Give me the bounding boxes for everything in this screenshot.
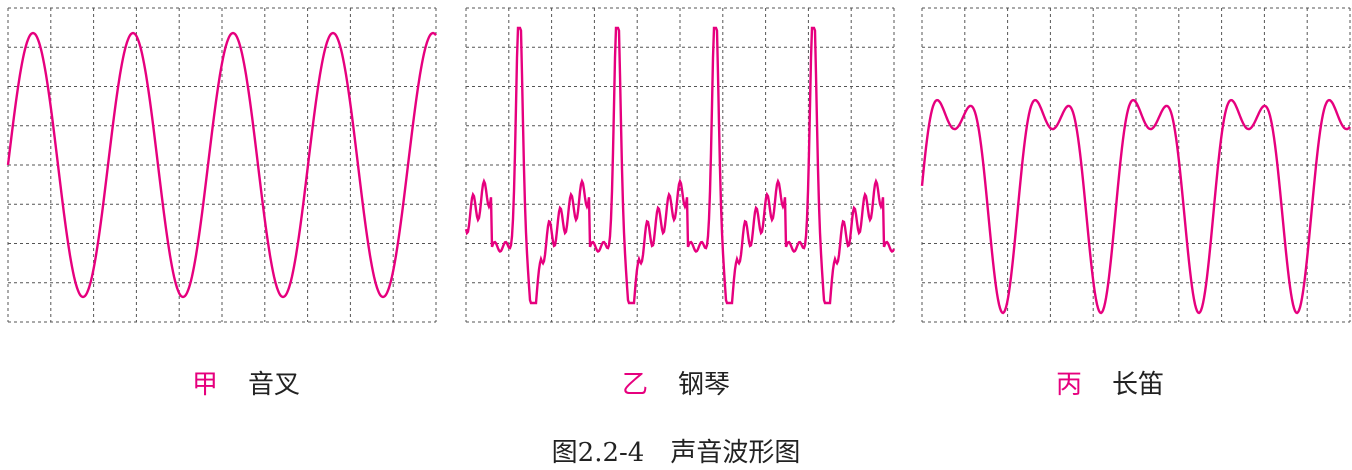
waveform-flute xyxy=(920,7,1351,323)
label-name: 音叉 xyxy=(248,369,301,400)
panel-piano xyxy=(464,7,896,323)
wave-curve xyxy=(920,98,1351,315)
label-letter: 乙 xyxy=(622,369,649,400)
waveform-tuning-fork xyxy=(6,7,437,323)
wave-curve xyxy=(464,26,896,305)
figure-caption: 图2.2-4 声音波形图 xyxy=(551,438,801,468)
grid xyxy=(465,7,895,323)
label-name: 长笛 xyxy=(1112,369,1165,400)
panel-flute xyxy=(920,7,1351,323)
label-letter: 甲 xyxy=(192,369,219,400)
grid xyxy=(921,7,1351,323)
grid xyxy=(7,7,437,323)
label-tuning-fork: 甲 音叉 xyxy=(192,362,300,402)
wave-curve xyxy=(6,31,437,299)
waveform-piano xyxy=(464,7,896,323)
label-letter: 丙 xyxy=(1056,369,1083,400)
label-name: 钢琴 xyxy=(678,369,731,400)
label-piano: 乙 钢琴 xyxy=(622,362,730,402)
label-flute: 丙 长笛 xyxy=(1056,362,1164,402)
panel-tuning-fork xyxy=(6,7,437,323)
